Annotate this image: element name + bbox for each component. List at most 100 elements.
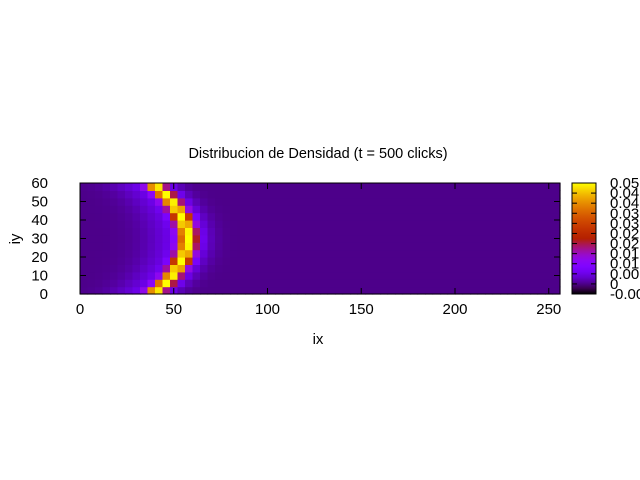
heatmap-cell: [185, 212, 194, 221]
heatmap-cell: [260, 271, 269, 280]
heatmap-cell: [80, 227, 89, 236]
heatmap-cell: [177, 264, 186, 273]
heatmap-cell: [455, 183, 464, 191]
heatmap-cell: [275, 264, 284, 273]
heatmap-cell: [245, 264, 254, 273]
heatmap-cell: [402, 183, 411, 191]
heatmap-cell: [350, 183, 359, 191]
heatmap-cell: [312, 257, 321, 265]
heatmap-cell: [402, 271, 411, 280]
heatmap-cell: [80, 249, 89, 258]
heatmap-cell: [102, 234, 111, 243]
heatmap-cell: [470, 234, 479, 243]
heatmap-cell: [425, 205, 434, 214]
heatmap-cell: [275, 249, 284, 258]
heatmap-cell: [125, 271, 134, 280]
heatmap-cell: [395, 234, 404, 243]
heatmap-cell: [552, 205, 561, 214]
y-tick-label: 10: [31, 268, 48, 285]
heatmap-cell: [387, 286, 396, 295]
heatmap-cell: [432, 183, 441, 191]
heatmap-cell: [440, 271, 449, 280]
heatmap-cell: [260, 190, 269, 199]
heatmap-cell: [372, 212, 381, 221]
heatmap-cell: [342, 190, 351, 199]
heatmap-cell: [312, 279, 321, 288]
heatmap-cell: [350, 220, 359, 228]
heatmap-cell: [132, 234, 141, 243]
heatmap-cell: [485, 234, 494, 243]
heatmap-cell: [282, 249, 291, 258]
heatmap-cell: [462, 234, 471, 243]
heatmap-cell: [162, 183, 171, 191]
heatmap-cell: [365, 234, 374, 243]
heatmap-cell: [132, 227, 141, 236]
heatmap-cell: [357, 205, 366, 214]
heatmap-cell: [350, 234, 359, 243]
heatmap-cell: [132, 286, 141, 295]
heatmap-cell: [155, 249, 164, 258]
heatmap-cell: [335, 212, 344, 221]
heatmap-cell: [305, 190, 314, 199]
heatmap-cell: [485, 257, 494, 265]
heatmap-cell: [492, 220, 501, 228]
y-tick-label: 20: [31, 249, 48, 266]
heatmap-cell: [162, 264, 171, 273]
heatmap-cell: [537, 257, 546, 265]
heatmap-cell: [530, 286, 539, 295]
heatmap-cell: [545, 271, 554, 280]
heatmap-cell: [312, 183, 321, 191]
heatmap-cell: [387, 183, 396, 191]
heatmap-cell: [350, 264, 359, 273]
heatmap-cell: [80, 183, 89, 191]
heatmap-cell: [207, 264, 216, 273]
heatmap-cell: [395, 183, 404, 191]
heatmap-cell: [140, 190, 149, 199]
heatmap-cell: [447, 183, 456, 191]
heatmap-cell: [342, 205, 351, 214]
heatmap-cell: [470, 271, 479, 280]
heatmap-cell: [395, 249, 404, 258]
x-tick-label: 250: [536, 301, 561, 318]
heatmap-cell: [537, 249, 546, 258]
heatmap-cell: [447, 197, 456, 206]
heatmap-cell: [455, 234, 464, 243]
heatmap-cell: [140, 220, 149, 228]
heatmap-cell: [440, 286, 449, 295]
heatmap-cell: [110, 242, 119, 251]
heatmap-cell: [290, 257, 299, 265]
heatmap-cell: [252, 205, 261, 214]
heatmap-cell: [110, 197, 119, 206]
heatmap-cell: [222, 286, 231, 295]
heatmap-cell: [140, 264, 149, 273]
heatmap-cell: [395, 227, 404, 236]
heatmap-cell: [350, 242, 359, 251]
heatmap-cell: [492, 234, 501, 243]
heatmap-cell: [500, 190, 509, 199]
heatmap-cell: [410, 220, 419, 228]
heatmap-cell: [177, 212, 186, 221]
heatmap-cell: [252, 257, 261, 265]
heatmap-cell: [417, 271, 426, 280]
heatmap-cell: [297, 183, 306, 191]
heatmap-cell: [327, 212, 336, 221]
heatmap-cell: [327, 286, 336, 295]
heatmap-cell: [177, 183, 186, 191]
heatmap-cell: [110, 212, 119, 221]
heatmap-cell: [455, 220, 464, 228]
heatmap-cell: [387, 227, 396, 236]
heatmap-cell: [432, 227, 441, 236]
heatmap-cell: [402, 286, 411, 295]
heatmap-cell: [455, 205, 464, 214]
heatmap-cell: [192, 286, 201, 295]
heatmap-cell: [252, 190, 261, 199]
heatmap-cell: [155, 220, 164, 228]
heatmap-cell: [402, 205, 411, 214]
heatmap-cell: [117, 242, 126, 251]
heatmap-cell: [402, 212, 411, 221]
heatmap-cell: [200, 271, 209, 280]
heatmap-cell: [125, 197, 134, 206]
heatmap-cell: [245, 249, 254, 258]
heatmap-cell: [402, 227, 411, 236]
heatmap-cell: [275, 271, 284, 280]
